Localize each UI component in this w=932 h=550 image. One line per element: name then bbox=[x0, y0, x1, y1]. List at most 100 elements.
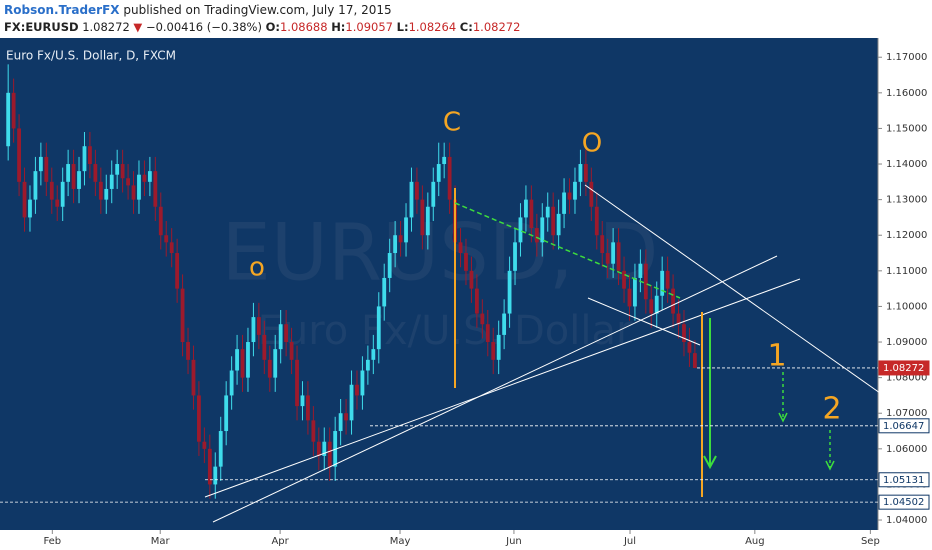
author[interactable]: Robson.TraderFX bbox=[4, 3, 120, 17]
candle-body bbox=[682, 324, 686, 343]
level-label-bg bbox=[878, 418, 930, 434]
candle-body bbox=[545, 206, 550, 218]
candle-body bbox=[485, 324, 490, 343]
candle-body bbox=[469, 270, 474, 289]
candle-body bbox=[186, 342, 190, 360]
candle-body bbox=[327, 441, 332, 467]
candle-body bbox=[66, 164, 71, 182]
arrow: ▼ bbox=[133, 20, 143, 34]
trend-line bbox=[587, 297, 701, 346]
candle-body bbox=[589, 181, 594, 207]
chart-title: Euro Fx/U.S. Dollar, D, FXCM bbox=[6, 49, 176, 63]
candle-body bbox=[33, 171, 38, 200]
candle-body bbox=[393, 235, 398, 254]
candle-body bbox=[687, 342, 692, 353]
candle-body bbox=[300, 395, 305, 407]
candle-body bbox=[562, 192, 566, 214]
trend-line bbox=[212, 255, 778, 523]
trend-line bbox=[584, 184, 881, 394]
candle-body bbox=[371, 349, 376, 360]
y-tick-label: 1.12000 bbox=[886, 230, 927, 241]
candle-body bbox=[573, 181, 577, 200]
candle-body bbox=[551, 206, 556, 236]
candle-body bbox=[540, 217, 545, 243]
candle-body bbox=[115, 164, 120, 175]
candle-body bbox=[202, 441, 207, 449]
x-tick-label: Mar bbox=[151, 536, 171, 547]
candle-body bbox=[464, 253, 468, 271]
level-label: 1.08272 bbox=[883, 363, 924, 374]
header: Robson.TraderFX published on TradingView… bbox=[0, 0, 932, 38]
candle-body bbox=[175, 253, 180, 289]
l: 1.08264 bbox=[408, 20, 457, 34]
candle-body bbox=[224, 395, 229, 432]
candle-body bbox=[251, 317, 256, 343]
x-tick-label: Feb bbox=[43, 536, 61, 547]
candle-body bbox=[246, 342, 250, 378]
y-tick-label: 1.16000 bbox=[886, 88, 927, 99]
candle-body bbox=[665, 270, 670, 289]
candle-body bbox=[164, 235, 169, 243]
candle-body bbox=[415, 181, 419, 200]
candle-body bbox=[169, 242, 174, 254]
candle-body bbox=[638, 263, 643, 278]
time-axis-bg bbox=[0, 530, 878, 550]
green-dash bbox=[454, 202, 681, 299]
candle-body bbox=[442, 156, 447, 165]
candle-body bbox=[218, 431, 223, 467]
candle-body bbox=[616, 242, 621, 271]
green-arrow-head bbox=[825, 460, 835, 471]
level-label: 1.04502 bbox=[883, 497, 924, 508]
x-tick-label: Jun bbox=[505, 536, 522, 547]
candle-body bbox=[398, 235, 403, 243]
candle-body bbox=[11, 92, 16, 129]
candle-body bbox=[611, 242, 616, 264]
candle-body bbox=[425, 206, 430, 236]
candle-body bbox=[17, 128, 21, 182]
candle-body bbox=[349, 384, 354, 421]
candle-body bbox=[436, 164, 441, 182]
candle-body bbox=[158, 206, 163, 236]
candle-body bbox=[355, 384, 359, 396]
y-tick-label: 1.07000 bbox=[886, 408, 927, 419]
candle-body bbox=[567, 192, 572, 200]
y-tick-label: 1.10000 bbox=[886, 301, 927, 312]
y-tick-label: 1.04000 bbox=[886, 515, 927, 526]
candle-body bbox=[622, 270, 626, 289]
candle-body bbox=[311, 420, 316, 442]
trend-line bbox=[204, 278, 801, 498]
candle-body bbox=[109, 174, 114, 189]
y-tick-label: 1.09000 bbox=[886, 337, 927, 348]
y-tick-label: 1.14000 bbox=[886, 159, 927, 170]
candle-body bbox=[284, 324, 289, 343]
candle-body bbox=[213, 466, 218, 485]
l-label: L: bbox=[396, 20, 409, 34]
watermark: EURUSD, D bbox=[222, 208, 659, 298]
candle-body bbox=[633, 277, 637, 307]
candle-body bbox=[344, 413, 348, 421]
candle-body bbox=[55, 199, 60, 207]
level-label: 1.05131 bbox=[883, 475, 924, 486]
candle-body bbox=[82, 146, 87, 172]
candle-body bbox=[120, 164, 125, 179]
candle-body bbox=[404, 217, 408, 243]
level-label-bg bbox=[878, 472, 930, 488]
last: 1.08272 bbox=[82, 20, 130, 34]
candle-body bbox=[660, 270, 665, 296]
candle-body bbox=[676, 313, 681, 325]
h: 1.09057 bbox=[345, 20, 393, 34]
candle-body bbox=[278, 324, 283, 350]
candle-body bbox=[583, 164, 588, 182]
candle-body bbox=[256, 317, 261, 335]
candle-body bbox=[627, 288, 632, 307]
y-tick-label: 1.08000 bbox=[886, 373, 927, 384]
plot-bg bbox=[0, 38, 878, 530]
change: −0.00416 (−0.38%) bbox=[145, 20, 262, 34]
candle-body bbox=[524, 199, 528, 218]
green-arrow-head bbox=[703, 455, 717, 470]
candle-body bbox=[529, 199, 534, 229]
candle-body bbox=[180, 288, 185, 343]
h-label: H: bbox=[331, 20, 346, 34]
annotation: C bbox=[443, 108, 461, 138]
